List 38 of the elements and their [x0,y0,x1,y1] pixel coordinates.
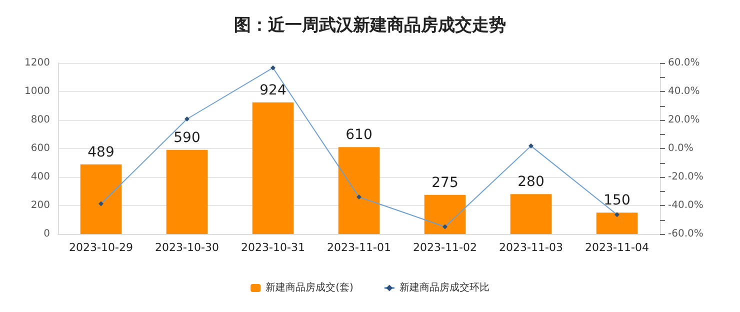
y-tick-label: 800 [30,114,50,126]
data-label: 280 [518,174,544,190]
x-tick-label: 2023-11-01 [327,241,391,254]
data-label: 590 [174,130,200,146]
bar [166,150,208,234]
x-tick-label: 2023-10-31 [241,241,305,254]
bar [596,212,638,234]
y-tick-label: 0 [44,228,50,240]
y-tick-label: 400 [30,172,50,182]
bar [252,102,294,234]
y2-tick-label: -40.0% [668,200,704,211]
y-tick-label: 600 [30,143,50,154]
chart-title: 图：近一周武汉新建商品房成交走势 [234,16,506,36]
legend-label: 新建商品房成交(套) [266,282,354,294]
bar [424,194,466,234]
data-label: 610 [346,127,372,144]
y-tick-label: 1200 [24,58,50,68]
x-tick-label: 2023-11-03 [499,241,563,254]
y2-tick-label: 0.0% [668,143,694,154]
data-label: 489 [88,144,114,160]
y2-tick-label: -20.0% [668,172,704,182]
y2-tick-label: 60.0% [668,58,700,68]
bar [510,194,552,234]
x-tick-label: 2023-11-02 [413,241,477,254]
data-label: 924 [260,82,286,98]
x-tick-label: 2023-10-29 [69,241,133,254]
legend-label: 新建商品房成交环比 [399,282,490,294]
y2-tick-label: 40.0% [668,86,700,97]
data-label: 150 [604,192,630,209]
y2-tick-label: 20.0% [668,114,700,126]
bar [338,147,380,234]
data-label: 275 [432,174,458,191]
bar [80,164,122,234]
y2-tick-label: -60.0% [668,228,704,240]
x-tick-label: 2023-11-04 [585,241,649,254]
y-tick-label: 1000 [24,86,50,97]
x-tick-label: 2023-10-30 [155,241,219,254]
y-tick-label: 200 [30,200,50,211]
